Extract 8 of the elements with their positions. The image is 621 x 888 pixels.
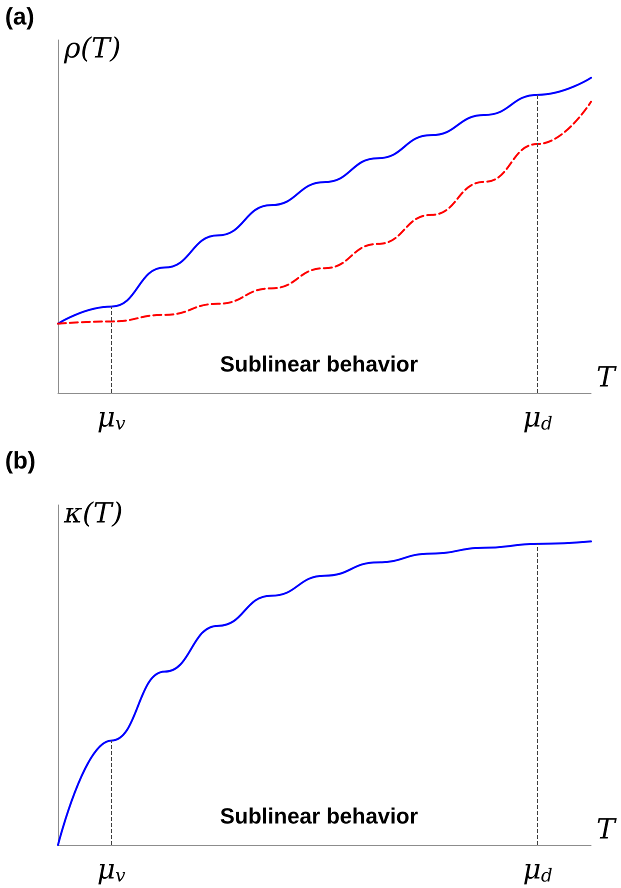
x-axis-title: T: [596, 812, 618, 846]
y-axis-title: κ(T): [63, 496, 123, 530]
annotation: Sublinear behavior: [220, 352, 418, 376]
x-axis-title: T: [596, 360, 618, 394]
annotation: Sublinear behavior: [220, 804, 418, 828]
chart-title: (b): [5, 448, 36, 474]
y-axis-title: ρ(T): [63, 32, 121, 64]
chart-title: (a): [5, 4, 34, 30]
